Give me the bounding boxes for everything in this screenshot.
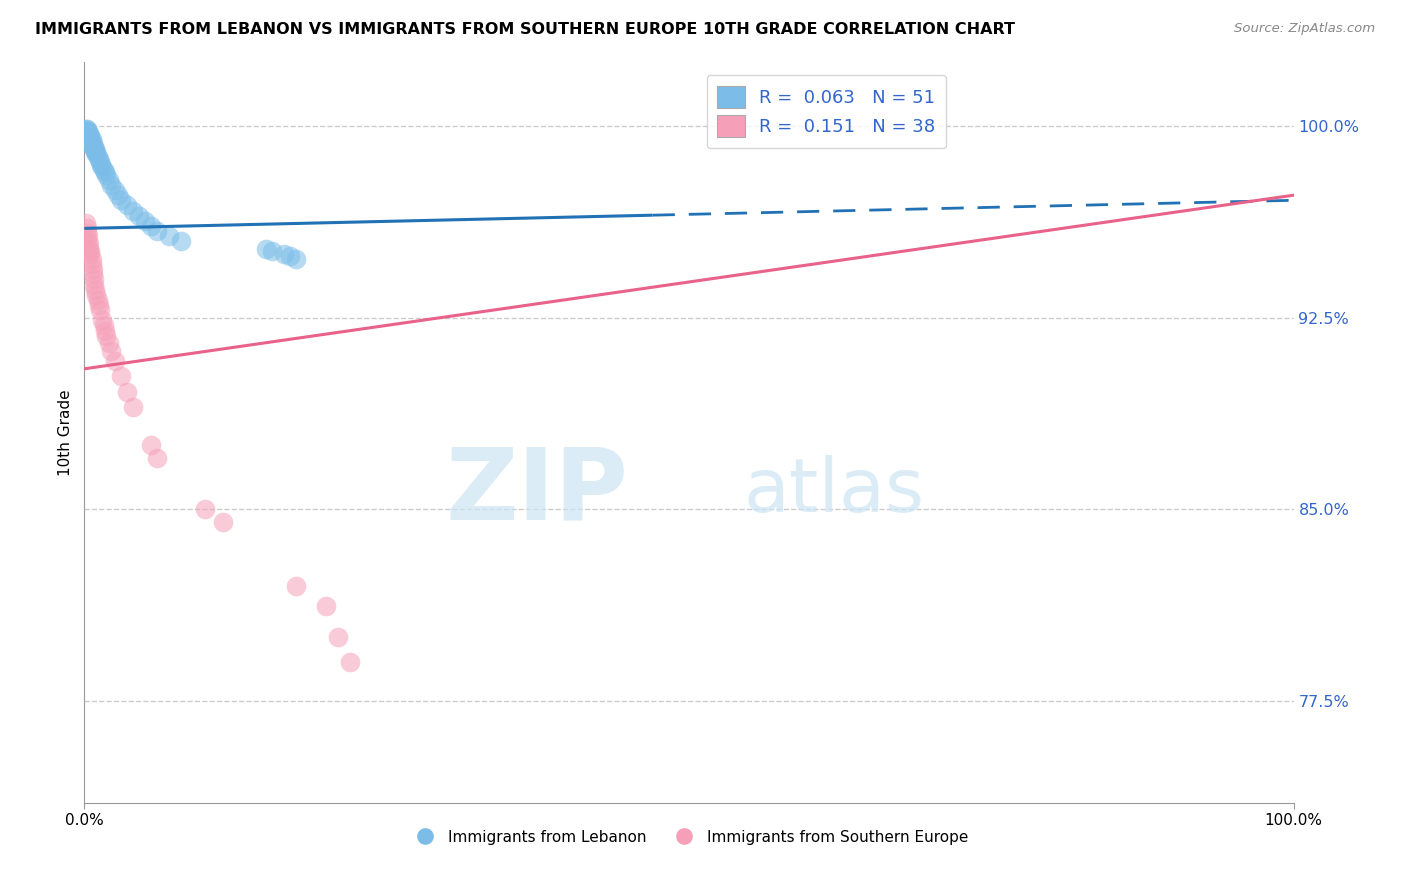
Point xyxy=(139,219,162,233)
Point xyxy=(84,145,107,159)
Point xyxy=(76,124,98,138)
Point xyxy=(86,287,108,301)
Point xyxy=(121,203,143,218)
Point xyxy=(284,579,308,593)
Point xyxy=(76,127,98,141)
Point xyxy=(93,318,115,333)
Point xyxy=(82,262,104,277)
Point xyxy=(104,354,127,368)
Point xyxy=(77,132,100,146)
Point xyxy=(94,328,117,343)
Point xyxy=(83,142,105,156)
Point xyxy=(86,145,108,159)
Point xyxy=(76,227,98,241)
Point xyxy=(97,173,120,187)
Point xyxy=(115,384,138,399)
Point xyxy=(79,129,101,144)
Point xyxy=(146,451,169,466)
Point xyxy=(110,194,132,208)
Point xyxy=(110,369,132,384)
Point xyxy=(77,236,100,251)
Point xyxy=(79,135,101,149)
Point xyxy=(128,209,150,223)
Point xyxy=(315,599,337,614)
Point xyxy=(77,129,100,144)
Point xyxy=(328,630,350,644)
Point xyxy=(80,252,103,266)
Y-axis label: 10th Grade: 10th Grade xyxy=(58,389,73,476)
Point xyxy=(89,303,111,318)
Point xyxy=(80,257,103,271)
Point xyxy=(194,502,217,516)
Point xyxy=(278,250,301,264)
Point xyxy=(82,137,104,152)
Point xyxy=(83,277,105,292)
Point xyxy=(157,229,180,244)
Point xyxy=(134,213,156,227)
Point xyxy=(79,247,101,261)
Point xyxy=(80,132,103,146)
Point xyxy=(77,127,100,141)
Point xyxy=(107,188,129,202)
Point xyxy=(86,293,108,307)
Point xyxy=(75,216,97,230)
Point xyxy=(87,298,110,312)
Point xyxy=(84,283,107,297)
Point xyxy=(94,165,117,179)
Legend: Immigrants from Lebanon, Immigrants from Southern Europe: Immigrants from Lebanon, Immigrants from… xyxy=(404,823,974,851)
Point xyxy=(115,198,138,212)
Point xyxy=(139,438,162,452)
Point xyxy=(79,244,101,259)
Point xyxy=(77,129,100,144)
Point xyxy=(91,313,114,327)
Point xyxy=(80,135,103,149)
Point xyxy=(91,160,114,174)
Point xyxy=(83,139,105,153)
Point xyxy=(79,132,101,146)
Point xyxy=(273,247,295,261)
Point xyxy=(93,162,115,177)
Point xyxy=(89,155,111,169)
Point xyxy=(94,168,117,182)
Text: IMMIGRANTS FROM LEBANON VS IMMIGRANTS FROM SOUTHERN EUROPE 10TH GRADE CORRELATIO: IMMIGRANTS FROM LEBANON VS IMMIGRANTS FR… xyxy=(35,22,1015,37)
Point xyxy=(82,268,104,282)
Point xyxy=(82,139,104,153)
Point xyxy=(212,515,235,529)
Point xyxy=(260,244,283,259)
Text: atlas: atlas xyxy=(744,455,925,528)
Point xyxy=(104,183,127,197)
Point xyxy=(90,157,112,171)
Point xyxy=(87,153,110,167)
Text: Source: ZipAtlas.com: Source: ZipAtlas.com xyxy=(1234,22,1375,36)
Point xyxy=(80,137,103,152)
Point xyxy=(77,229,100,244)
Point xyxy=(121,400,143,414)
Point xyxy=(77,242,100,256)
Point xyxy=(170,234,193,248)
Point xyxy=(100,178,122,192)
Point xyxy=(284,252,308,266)
Point xyxy=(254,242,277,256)
Point xyxy=(75,124,97,138)
Text: ZIP: ZIP xyxy=(446,443,628,541)
Point xyxy=(84,142,107,156)
Point xyxy=(94,324,117,338)
Point xyxy=(339,656,361,670)
Point xyxy=(77,127,100,141)
Point xyxy=(86,147,108,161)
Point xyxy=(100,343,122,358)
Point xyxy=(86,150,108,164)
Point xyxy=(83,272,105,286)
Point xyxy=(146,224,169,238)
Point xyxy=(97,336,120,351)
Point xyxy=(76,121,98,136)
Point xyxy=(77,234,100,248)
Point xyxy=(75,121,97,136)
Point xyxy=(77,124,100,138)
Point xyxy=(76,221,98,235)
